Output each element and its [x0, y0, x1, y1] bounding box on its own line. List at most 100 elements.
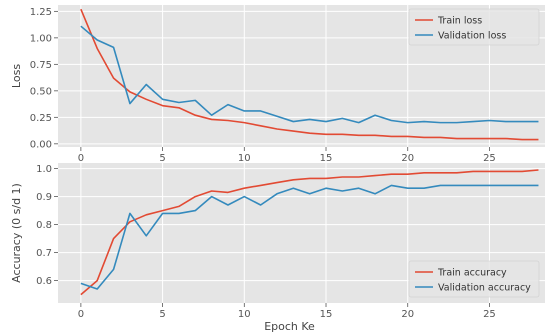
loss-series-1-point: [472, 121, 474, 123]
acc-legend-label-1: Validation accuracy: [438, 283, 531, 294]
acc-series-0-point: [325, 178, 327, 180]
loss-series-0-point: [341, 133, 343, 135]
loss-series-0-point: [243, 122, 245, 124]
loss-series-0-point: [194, 114, 196, 116]
acc-series-1-point: [390, 185, 392, 187]
acc-series-1-point: [489, 185, 491, 187]
acc-series-0-point: [505, 171, 507, 173]
loss-series-0-point: [80, 8, 82, 10]
acc-series-0-point: [211, 190, 213, 192]
acc-series-1-point: [423, 187, 425, 189]
loss-series-1-point: [440, 122, 442, 124]
acc-xtick-label: 10: [238, 309, 251, 320]
acc-series-0-point: [113, 238, 115, 240]
acc-series-0-point: [341, 176, 343, 178]
acc-series-0-point: [309, 178, 311, 180]
acc-series-1-point: [227, 204, 229, 206]
acc-series-1-point: [276, 193, 278, 195]
loss-series-1-point: [390, 120, 392, 122]
acc-series-1-point: [521, 185, 523, 187]
loss-series-0-point: [292, 130, 294, 132]
loss-xtick-label: 5: [159, 153, 165, 164]
acc-series-line-1: [80, 184, 539, 290]
acc-series-0-point: [276, 182, 278, 184]
loss-series-0-point: [521, 139, 523, 141]
loss-series-1-point: [113, 46, 115, 48]
loss-series-1-point: [489, 120, 491, 122]
loss-series-1-point: [358, 122, 360, 124]
acc-series-line-0: [80, 169, 539, 296]
acc-ytick-label: 1.0: [36, 164, 52, 175]
acc-series-0-point: [456, 172, 458, 174]
loss-xtick-label: 15: [320, 153, 333, 164]
acc-series-0-point: [521, 171, 523, 173]
loss-legend-label-0: Train loss: [437, 16, 482, 27]
loss-series-0-point: [538, 139, 540, 141]
loss-series-1-point: [178, 102, 180, 104]
loss-ytick-label: 0.50: [30, 86, 52, 97]
acc-series-0-point: [440, 172, 442, 174]
loss-series-0-point: [276, 128, 278, 130]
acc-series-1-point: [407, 187, 409, 189]
loss-series-0-point: [309, 132, 311, 134]
loss-legend-label-1: Validation loss: [438, 31, 506, 42]
loss-series-1-point: [96, 39, 98, 41]
loss-chart: 0.00 0.25 0.50 0.75 1.00 1.25 0 5 10 15 20 25 Loss Tr…: [10, 5, 545, 164]
acc-series-1-point: [194, 210, 196, 212]
acc-series-0-point: [423, 172, 425, 174]
acc-series-1-point: [341, 190, 343, 192]
acc-series-0-point: [260, 185, 262, 187]
acc-series-0-point: [358, 176, 360, 178]
loss-series-1-point: [211, 114, 213, 116]
loss-xtick-label: 25: [483, 153, 496, 164]
loss-series-0-point: [489, 138, 491, 140]
loss-series-1-point: [505, 121, 507, 123]
acc-legend-box: [408, 260, 540, 298]
acc-series-1-point: [472, 185, 474, 187]
acc-series-0-point: [407, 173, 409, 175]
loss-series-1-point: [276, 115, 278, 117]
loss-series-0-point: [390, 136, 392, 138]
loss-series-1-point: [423, 121, 425, 123]
loss-series-0-point: [374, 134, 376, 136]
loss-series-0-point: [145, 98, 147, 100]
loss-series-0-point: [227, 120, 229, 122]
acc-legend: Train accuracy Validation accuracy: [408, 260, 540, 298]
acc-series-1-point: [292, 187, 294, 189]
acc-series-0-point: [390, 173, 392, 175]
acc-series-1-point: [96, 288, 98, 290]
acc-series-1-point: [505, 185, 507, 187]
acc-series-1-point: [358, 187, 360, 189]
acc-series-0-point: [472, 171, 474, 173]
acc-series-0-point: [227, 192, 229, 194]
acc-xtick-label: 0: [78, 309, 84, 320]
acc-series-0-point: [292, 179, 294, 181]
acc-series-1-point: [243, 196, 245, 198]
loss-ytick-label: 0.00: [30, 139, 52, 150]
acc-ytick-label: 0.8: [36, 220, 52, 231]
loss-series-0-point: [129, 91, 131, 93]
loss-series-0-point: [211, 119, 213, 121]
loss-series-1-point: [260, 110, 262, 112]
loss-series-1-point: [162, 98, 164, 100]
acc-series-0-point: [489, 171, 491, 173]
loss-series-0-point: [260, 125, 262, 127]
loss-series-0-point: [162, 105, 164, 107]
loss-series-1-point: [407, 122, 409, 124]
acc-xtick-label: 20: [401, 309, 414, 320]
loss-series-1-point: [521, 121, 523, 123]
acc-series-0-point: [538, 169, 540, 171]
acc-series-1-point: [211, 196, 213, 198]
loss-series-0-point: [96, 48, 98, 50]
loss-series-0-point: [358, 134, 360, 136]
loss-legend: Train loss Validation loss: [408, 8, 540, 46]
loss-xtick-label: 20: [401, 153, 414, 164]
acc-series-0-point: [145, 214, 147, 216]
acc-x-axis-label: Epoch Ke: [264, 320, 315, 333]
loss-series-1-point: [194, 99, 196, 101]
loss-legend-box: [408, 8, 540, 46]
acc-xtick-label: 15: [320, 309, 333, 320]
loss-series-1-point: [145, 84, 147, 86]
loss-xtick-label: 10: [238, 153, 251, 164]
